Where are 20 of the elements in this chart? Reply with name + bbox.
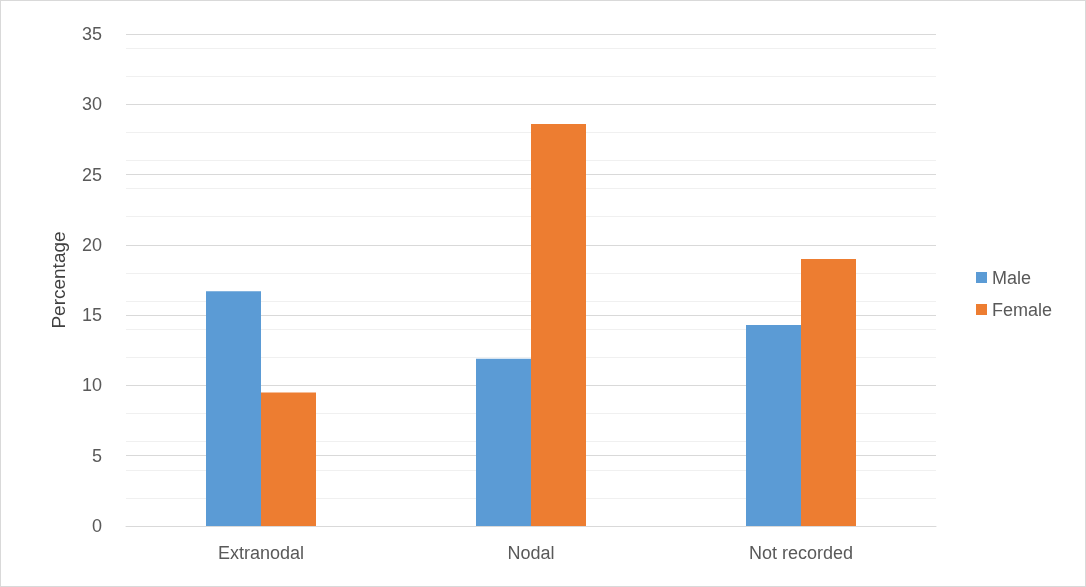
- legend-label: Female: [992, 299, 1053, 320]
- y-tick-label: 35: [81, 24, 102, 44]
- x-tick-label: Nodal: [507, 543, 555, 563]
- bar: [531, 123, 586, 526]
- x-tick-label: Not recorded: [748, 543, 854, 563]
- y-axis-title: Percentage: [48, 231, 69, 329]
- y-tick-label: 25: [81, 164, 102, 185]
- y-tick-label: 0: [91, 516, 102, 536]
- bar: [746, 324, 801, 526]
- bar: [476, 358, 531, 526]
- y-tick-label: 20: [81, 234, 102, 255]
- y-tick-label: 5: [91, 445, 102, 466]
- y-tick-label: 10: [81, 375, 102, 396]
- bar: [206, 291, 261, 526]
- bar: [261, 392, 316, 526]
- y-tick-label: 15: [81, 305, 102, 326]
- bar: [801, 258, 856, 526]
- legend-label: Male: [992, 267, 1032, 288]
- x-tick-label: Extranodal: [217, 543, 305, 563]
- y-tick-label: 30: [81, 94, 102, 115]
